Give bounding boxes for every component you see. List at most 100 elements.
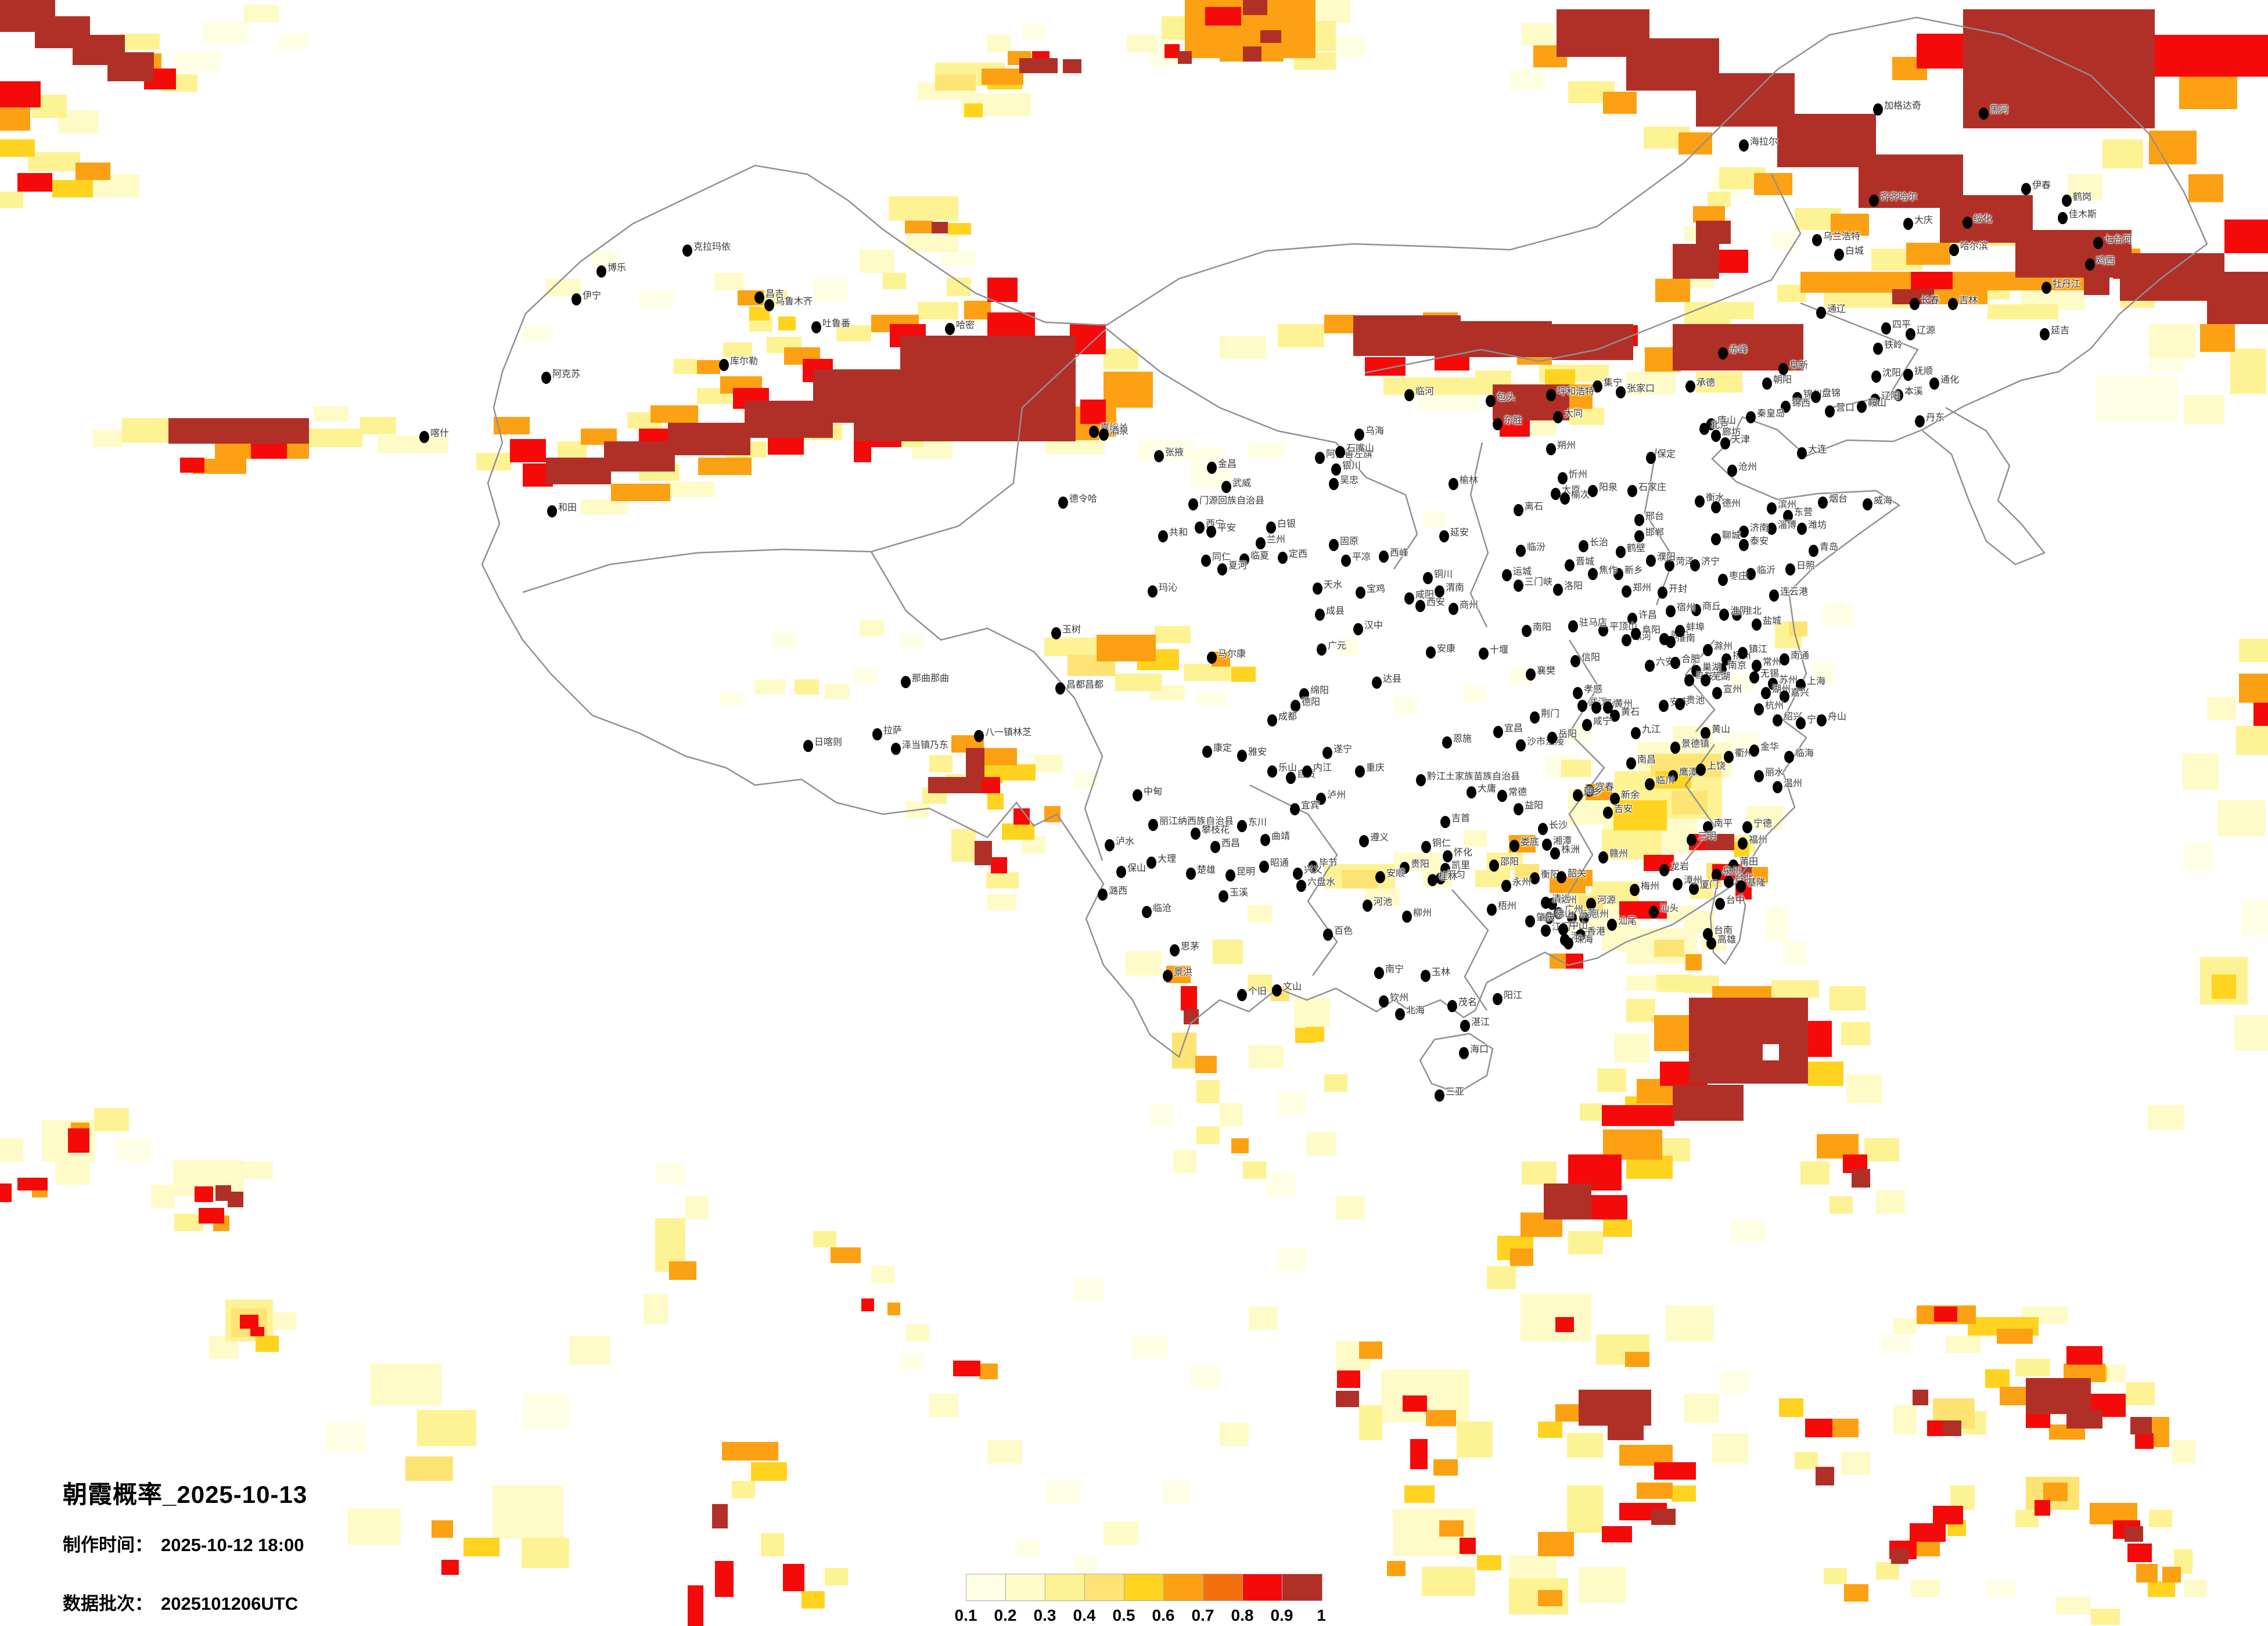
city-marker bbox=[1963, 217, 1972, 229]
city-marker bbox=[1207, 652, 1217, 664]
heat-cell bbox=[1771, 232, 1795, 250]
city-marker bbox=[1237, 989, 1247, 1001]
city-marker bbox=[1191, 828, 1201, 840]
heat-cell bbox=[2217, 800, 2265, 836]
heat-cell bbox=[2084, 278, 2109, 295]
city-marker bbox=[1493, 993, 1503, 1005]
city-label: 咸宁 bbox=[1593, 717, 1612, 726]
heat-cell bbox=[778, 316, 796, 330]
city-marker bbox=[1272, 984, 1282, 997]
heat-cell bbox=[2026, 1378, 2091, 1414]
heat-cell bbox=[1417, 395, 1481, 411]
heat-cell bbox=[199, 1208, 224, 1224]
city-label: 朔州 bbox=[1557, 441, 1576, 451]
legend-swatch bbox=[1282, 1574, 1322, 1601]
city-marker bbox=[1873, 343, 1883, 355]
heat-cell bbox=[1034, 755, 1063, 772]
city-marker bbox=[1207, 462, 1217, 474]
city-label: 昭通 bbox=[1270, 858, 1289, 868]
city-marker bbox=[1058, 497, 1068, 509]
heat-cell bbox=[2126, 1382, 2155, 1405]
heat-cell bbox=[644, 1294, 668, 1324]
city-marker bbox=[2093, 237, 2103, 249]
city-marker bbox=[764, 299, 774, 311]
city-marker bbox=[1720, 437, 1730, 449]
city-marker bbox=[1547, 732, 1557, 744]
heat-cell bbox=[1205, 7, 1241, 26]
city-label: 铜仁 bbox=[1432, 839, 1451, 848]
heat-cell bbox=[309, 429, 362, 447]
heat-cell bbox=[2135, 1433, 2154, 1449]
city-label: 丽江纳西族自治县 bbox=[1159, 816, 1234, 826]
heat-cell bbox=[2056, 1597, 2091, 1614]
city-marker bbox=[1739, 139, 1749, 152]
city-marker bbox=[1514, 803, 1523, 815]
heat-cell bbox=[1315, 0, 1350, 23]
city-label: 辽阳 bbox=[1881, 391, 1900, 401]
city-marker bbox=[1105, 839, 1115, 851]
city-marker bbox=[1353, 623, 1363, 635]
city-marker bbox=[1588, 568, 1598, 580]
city-marker bbox=[1467, 786, 1476, 798]
city-label: 抚顺 bbox=[1914, 366, 1933, 376]
heat-cell bbox=[656, 1161, 685, 1185]
heat-cell bbox=[1195, 1056, 1217, 1073]
heat-cell bbox=[987, 35, 1011, 52]
city-label: 阿克苏 bbox=[552, 369, 581, 379]
city-marker bbox=[1219, 890, 1228, 902]
city-label: 黄石 bbox=[1621, 707, 1640, 717]
city-label: 运城 bbox=[1513, 567, 1532, 577]
heat-cell bbox=[378, 436, 448, 453]
city-label: 丹东 bbox=[1926, 413, 1945, 423]
city-label: 离石 bbox=[1525, 502, 1544, 512]
city-label: 都匀 bbox=[1447, 870, 1466, 880]
city-marker bbox=[1546, 443, 1556, 455]
city-label: 成都 bbox=[1278, 712, 1297, 722]
heat-cell bbox=[723, 343, 752, 358]
city-marker bbox=[1948, 298, 1958, 310]
heat-cell bbox=[1080, 400, 1106, 424]
heat-cell bbox=[2200, 324, 2235, 352]
heat-cell bbox=[1602, 1526, 1632, 1542]
heat-cell bbox=[1915, 1541, 1940, 1556]
heat-cell bbox=[1337, 1370, 1360, 1388]
city-label: 鞍山 bbox=[1868, 398, 1887, 408]
city-label: 石家庄 bbox=[1638, 483, 1667, 492]
city-marker bbox=[1582, 719, 1592, 731]
city-marker bbox=[1718, 347, 1728, 359]
heat-cell bbox=[1196, 1080, 1220, 1103]
border-line bbox=[481, 16, 2208, 1059]
data-batch-caption: 数据批次： 2025101206UTC bbox=[63, 1589, 298, 1615]
heat-cell bbox=[1387, 1561, 1406, 1576]
heat-cell bbox=[1249, 1307, 1278, 1330]
heat-cell bbox=[611, 484, 670, 501]
city-marker bbox=[1825, 405, 1835, 418]
city-label: 临沂 bbox=[1757, 566, 1776, 575]
heat-cell bbox=[1655, 279, 1690, 302]
city-label: 菏泽 bbox=[1676, 557, 1695, 567]
heat-cell bbox=[17, 173, 52, 192]
heat-cell bbox=[17, 1178, 48, 1190]
city-marker bbox=[1551, 488, 1561, 500]
heat-cell bbox=[2184, 1580, 2207, 1597]
city-label: 昌吉 bbox=[765, 289, 785, 299]
city-marker bbox=[1739, 526, 1749, 538]
heat-cell bbox=[1522, 1161, 1557, 1185]
city-label: 石嘴山 bbox=[1346, 444, 1375, 454]
city-marker bbox=[1290, 803, 1300, 815]
city-label: 拉萨 bbox=[883, 726, 903, 736]
city-label: 广元 bbox=[1328, 641, 1347, 651]
heat-cell bbox=[918, 302, 958, 319]
city-label: 安顺 bbox=[1386, 869, 1406, 879]
heat-cell bbox=[860, 250, 894, 273]
city-label: 永州 bbox=[1512, 877, 1532, 887]
city-marker bbox=[1783, 510, 1793, 522]
city-label: 和田 bbox=[558, 503, 577, 513]
city-label: 固原 bbox=[1340, 537, 1359, 546]
city-marker bbox=[1315, 452, 1325, 464]
city-label: 邯郸 bbox=[1645, 528, 1665, 538]
heat-cell bbox=[1104, 372, 1153, 408]
heat-cell bbox=[1220, 1423, 1249, 1446]
heat-cell bbox=[1619, 901, 1667, 919]
heat-cell bbox=[1433, 1459, 1458, 1476]
